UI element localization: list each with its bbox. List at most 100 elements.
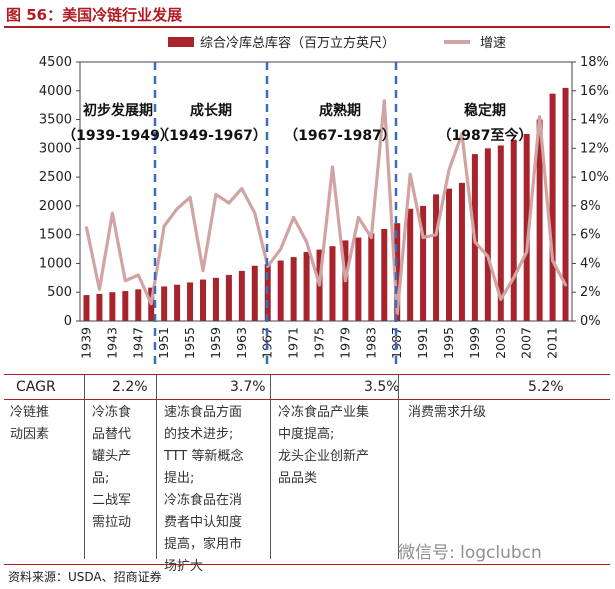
growth-rate-line: [84, 99, 567, 316]
x-tick-label: 1975: [312, 327, 327, 359]
rate-point-1971: [292, 216, 296, 219]
cagr-label: CAGR: [16, 379, 56, 395]
left-tick-label: 0: [64, 314, 72, 329]
rate-point-1953: [175, 207, 179, 211]
rate-point-1965: [253, 211, 257, 215]
source-note: 资料来源：USDA、招商证券: [8, 570, 162, 584]
cagr-value-1: 2.2%: [112, 379, 148, 395]
x-tick-label: 1939: [78, 327, 93, 359]
left-tick-label: 4500: [39, 55, 72, 70]
bar-2003: [497, 145, 504, 321]
figure-title: 图 56：美国冷链行业发展: [6, 6, 183, 24]
bar-2005: [510, 139, 517, 321]
x-tick-label: 1995: [441, 327, 456, 359]
rate-point-1955: [188, 195, 192, 199]
rate-point-1989: [408, 172, 412, 176]
x-tick-label: 2003: [493, 327, 508, 359]
rate-point-1969: [279, 247, 283, 251]
bar-1947: [135, 289, 142, 321]
bar-1969: [277, 260, 284, 321]
cagr-row: CAGR 2.2% 3.7% 3.5% 5.2%: [4, 374, 610, 400]
bar-1945: [122, 291, 129, 321]
left-tick-label: 500: [47, 285, 72, 300]
x-tick-label: 2011: [545, 327, 560, 359]
left-tick-label: 1000: [39, 256, 72, 271]
right-tick-label: 18%: [580, 55, 609, 70]
plot-frame: [79, 61, 573, 322]
bar-1981: [355, 237, 362, 321]
legend-line-label: 增速: [480, 36, 506, 51]
table-divider: [84, 375, 85, 559]
bar-1991: [420, 205, 427, 321]
drivers-column-2: 速冻食品方面 的技术进步; TTT 等新概念 提出; 冷冻食品在消 费者中认知度 提高…: [164, 405, 244, 574]
rate-point-1973: [305, 240, 308, 244]
right-tick-label: 14%: [580, 113, 609, 128]
bar-1965: [251, 265, 258, 321]
bar-1983: [368, 233, 375, 321]
period-range-4: （1987至今）: [438, 127, 533, 144]
bar-1997: [458, 182, 465, 321]
right-tick-label: 8%: [580, 199, 601, 214]
period-name-3: 成熟期: [319, 102, 361, 119]
left-tick-label: 3500: [39, 113, 72, 128]
bar-1985: [381, 228, 388, 321]
rate-point-2003: [499, 298, 503, 301]
legend-bar-swatch: [168, 37, 194, 47]
bar-1963: [238, 270, 245, 321]
rate-point-1951: [162, 224, 166, 228]
bar-1951: [161, 286, 168, 321]
x-tick-label: 1983: [363, 327, 378, 359]
left-tick-label: 2000: [39, 199, 72, 214]
rate-point-1945: [123, 279, 127, 283]
legend-bar-label: 综合冷库总库容（百万立方英尺）: [200, 35, 395, 51]
rate-point-1997: [460, 132, 464, 136]
bar-1943: [109, 292, 116, 321]
right-tick-label: 2%: [580, 285, 601, 300]
right-tick-label: 4%: [580, 256, 601, 271]
cagr-value-4: 5.2%: [528, 379, 564, 395]
cagr-value-3: 3.5%: [364, 379, 400, 395]
bar-1957: [200, 279, 206, 321]
left-tick-label: 1500: [39, 228, 72, 243]
bar-1977: [329, 246, 336, 321]
rate-point-2011: [551, 259, 554, 262]
bar-1993: [433, 194, 440, 321]
rate-point-1957: [201, 269, 205, 273]
right-tick-label: 0%: [580, 314, 601, 329]
right-tick-label: 6%: [580, 228, 601, 243]
chart-legend: 综合冷库总库容（百万立方英尺） 增速: [168, 35, 506, 51]
bar-1995: [446, 188, 452, 321]
rate-point-1963: [240, 187, 244, 191]
table-divider: [156, 375, 157, 559]
table-divider: [270, 375, 271, 559]
rate-point-1941: [98, 287, 101, 291]
rate-point-1999: [473, 240, 477, 244]
drivers-column-1: 冷冻食 品替代 罐头产 品; 二战军 需拉动: [92, 405, 132, 530]
rate-point-1947: [136, 273, 140, 277]
bar-1959: [212, 277, 219, 321]
period-name-1: 初步发展期: [83, 102, 153, 119]
rate-point-2001: [486, 254, 490, 258]
drivers-column-3: 冷冻食品产业集 中度提高; 龙头企业创新产 品品类: [278, 405, 370, 486]
x-tick-label: 1955: [182, 327, 197, 359]
rate-point-1985: [382, 99, 386, 103]
rate-point-1961: [227, 201, 231, 205]
left-tick-label: 4000: [39, 84, 72, 99]
bar-1973: [303, 251, 310, 321]
bar-1961: [225, 274, 232, 321]
footer-divider: [4, 564, 610, 565]
cold-storage-chart: 0 500 1000 1500 2000 2500 3000 3500 4000 4500 0% 2%…: [39, 35, 609, 365]
left-tick-label: 2500: [39, 170, 72, 185]
wechat-watermark: 微信号: logclubcn: [398, 543, 542, 563]
right-tick-label: 10%: [580, 170, 609, 185]
rate-point-2007: [525, 250, 529, 254]
bar-2011: [549, 93, 556, 322]
left-tick-label: 3000: [39, 141, 72, 156]
x-tick-label: 1979: [337, 327, 352, 359]
rate-point-1977: [331, 165, 334, 169]
period-name-2: 成长期: [190, 102, 232, 119]
rate-point-1995: [447, 168, 451, 172]
x-tick-label: 1963: [234, 327, 249, 359]
title-divider: [4, 26, 610, 28]
bar-2009: [536, 119, 543, 321]
